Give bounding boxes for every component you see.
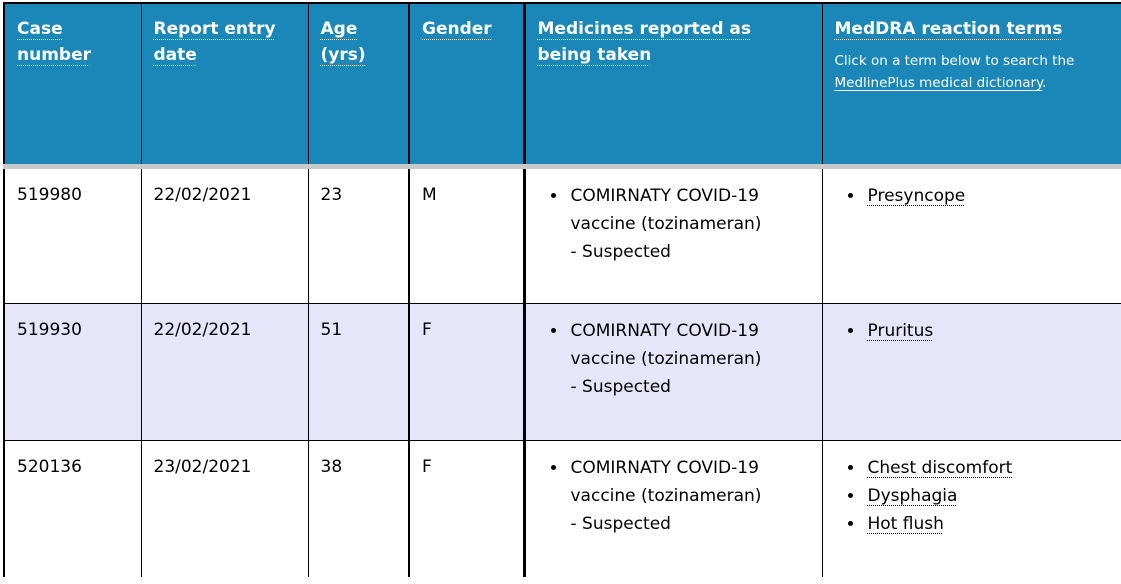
age-cell: 51 [307,302,409,440]
note-text-prefix: Click on a term below to search the [834,53,1075,70]
column-header-age: Age (yrs) [307,3,409,169]
reaction-term-link[interactable]: Chest discomfort [867,457,1013,478]
header-row: Case number Report entry date Age (yrs) … [4,3,1121,169]
reactions-cell: Chest discomfort Dysphagia Hot flush [821,439,1121,577]
reaction-term-link[interactable]: Hot flush [867,513,944,534]
reaction-term-item: Presyncope [865,182,1111,210]
reaction-terms-list: Pruritus [835,317,1111,345]
case-number-cell: 519930 [4,302,141,440]
case-number-cell: 519980 [4,166,141,303]
medicines-header-link[interactable]: Medicines reported as being taken [537,19,752,66]
medicine-item: COMIRNATY COVID-19 vaccine (tozinameran)… [568,182,773,266]
reaction-term-item: Dysphagia [865,482,1111,510]
age-cell: 23 [307,166,409,303]
column-header-case-number: Case number [4,3,141,169]
medicines-cell: COMIRNATY COVID-19 vaccine (tozinameran)… [522,302,822,440]
reactions-cell: Presyncope [821,166,1121,303]
age-cell: 38 [307,439,409,577]
column-header-meddra-reaction-terms: MedDRA reaction terms Click on a term be… [821,3,1121,169]
age-header-link[interactable]: Age (yrs) [320,19,366,66]
table-body: 519980 22/02/2021 23 M COMIRNATY COVID-1… [4,166,1121,577]
note-text-suffix: . [1042,74,1047,91]
reaction-term-item: Hot flush [865,510,1111,538]
medlineplus-dictionary-link[interactable]: MedlinePlus medical dictionary [834,74,1043,91]
medicine-item: COMIRNATY COVID-19 vaccine (tozinameran)… [568,454,773,538]
column-header-medicines: Medicines reported as being taken [522,3,822,169]
table-row: 519930 22/02/2021 51 F COMIRNATY COVID-1… [4,302,1121,440]
reaction-term-link[interactable]: Pruritus [867,320,934,341]
reactions-cell: Pruritus [821,302,1121,440]
case-number-header-link[interactable]: Case number [17,19,92,66]
case-number-cell: 520136 [4,439,141,577]
reaction-terms-list: Chest discomfort Dysphagia Hot flush [835,454,1111,538]
gender-cell: F [408,302,524,440]
adverse-reactions-table: Case number Report entry date Age (yrs) … [3,2,1121,577]
meddra-header-note: Click on a term below to search the Medl… [835,51,1111,94]
reaction-term-item: Chest discomfort [865,454,1111,482]
report-entry-date-cell: 23/02/2021 [140,439,308,577]
gender-cell: F [408,439,524,577]
report-entry-date-cell: 22/02/2021 [140,302,308,440]
medicines-cell: COMIRNATY COVID-19 vaccine (tozinameran)… [522,166,822,303]
reaction-term-link[interactable]: Dysphagia [867,485,958,506]
table-row: 519980 22/02/2021 23 M COMIRNATY COVID-1… [4,166,1121,303]
gender-header-link[interactable]: Gender [422,19,492,39]
medicines-cell: COMIRNATY COVID-19 vaccine (tozinameran)… [522,439,822,577]
column-header-report-entry-date: Report entry date [140,3,308,169]
table-header: Case number Report entry date Age (yrs) … [4,3,1121,169]
table-row: 520136 23/02/2021 38 F COMIRNATY COVID-1… [4,439,1121,577]
report-entry-date-cell: 22/02/2021 [140,166,308,303]
medicines-list: COMIRNATY COVID-19 vaccine (tozinameran)… [538,182,810,266]
column-header-gender: Gender [408,3,524,169]
reaction-term-link[interactable]: Presyncope [867,185,966,206]
medicines-list: COMIRNATY COVID-19 vaccine (tozinameran)… [538,454,810,538]
medicines-list: COMIRNATY COVID-19 vaccine (tozinameran)… [538,317,810,401]
gender-cell: M [408,166,524,303]
medicine-item: COMIRNATY COVID-19 vaccine (tozinameran)… [568,317,773,401]
reaction-terms-list: Presyncope [835,182,1111,210]
report-entry-date-header-link[interactable]: Report entry date [153,19,276,66]
reaction-term-item: Pruritus [865,317,1111,345]
meddra-header-link[interactable]: MedDRA reaction terms [834,19,1063,39]
